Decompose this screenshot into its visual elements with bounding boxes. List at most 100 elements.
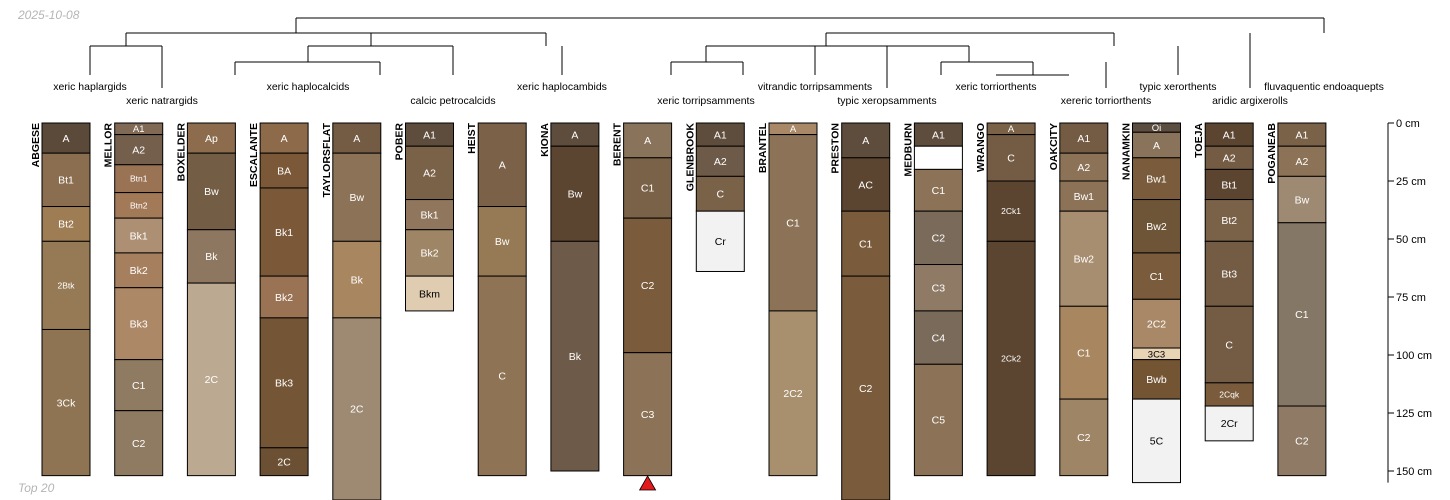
horizon-label: Bt1 <box>58 175 74 187</box>
profile-name: WRANGO <box>975 123 987 172</box>
horizon <box>41 328 91 477</box>
horizon <box>1277 405 1327 477</box>
soil-profile-medburn: A1 C1 C2 C3 C4 C5 MEDBURN <box>902 122 963 477</box>
horizon-label: C1 <box>932 185 946 197</box>
horizon-label: Bk1 <box>130 230 148 242</box>
horizon-label: A2 <box>1223 153 1236 165</box>
horizon-label: A1 <box>1223 129 1236 141</box>
horizon-label: C1 <box>1077 347 1091 359</box>
horizon <box>768 310 818 477</box>
horizon-label: A <box>1153 140 1160 152</box>
horizon <box>550 145 600 242</box>
horizon <box>405 275 454 312</box>
taxon-label: fluvaquentic endoaquepts <box>1264 81 1384 93</box>
horizon-label: Bk2 <box>275 292 293 304</box>
depth-tick-label: 100 cm <box>1396 350 1432 362</box>
soil-profile-boxelder: Ap Bw Bk 2C BOXELDER <box>175 122 236 477</box>
horizon-label: AC <box>858 179 873 191</box>
taxon-label: vitrandic torripsamments <box>758 81 872 93</box>
horizon <box>1204 305 1254 384</box>
horizon <box>259 317 309 449</box>
horizon-label: Bw <box>350 192 365 204</box>
profile-name: OAKCITY <box>1048 123 1060 170</box>
dendrogram <box>89 17 1325 88</box>
horizon-label: A1 <box>133 124 145 135</box>
profile-name: ABGESE <box>30 123 42 167</box>
horizon-label: 2C2 <box>1147 318 1166 330</box>
horizon-label: A1 <box>1077 133 1090 145</box>
horizon-label: Bt3 <box>1221 269 1237 281</box>
horizon-label: Bw <box>568 189 583 201</box>
profile-name: KIONA <box>539 123 551 157</box>
soil-profile-berent: A C1 C2 C3 BERENT <box>612 122 673 477</box>
horizon-label: A <box>644 135 651 147</box>
profile-name: BERENT <box>612 122 624 166</box>
horizon-label: C1 <box>859 238 873 250</box>
horizon <box>332 317 382 500</box>
horizon-label: Bt2 <box>58 219 74 231</box>
horizon <box>332 240 382 319</box>
profile-name: BOXELDER <box>175 123 187 182</box>
horizon <box>114 359 164 412</box>
horizon-label: C1 <box>1295 309 1309 321</box>
profile-name: HEIST <box>466 122 478 154</box>
horizon-label: C3 <box>641 409 655 421</box>
horizon-label: A2 <box>714 156 727 168</box>
horizon-label: 3Ck <box>57 397 76 409</box>
profile-name: NANAMKIN <box>1121 123 1133 180</box>
horizon-label: C <box>717 189 725 201</box>
horizon-label: A <box>353 133 360 145</box>
horizon-label: Bw <box>495 236 510 248</box>
profile-name: POGANEAB <box>1266 123 1278 184</box>
horizon <box>1059 180 1109 212</box>
horizon-label: C1 <box>132 380 146 392</box>
horizon-label: Bk <box>205 251 218 263</box>
horizon-label: A <box>1008 124 1015 135</box>
horizon <box>405 145 454 201</box>
horizon <box>259 447 309 477</box>
horizon-label: C <box>498 371 506 383</box>
horizon <box>186 152 236 231</box>
horizon-label: C2 <box>1295 436 1309 448</box>
horizon <box>841 275 891 500</box>
horizon <box>259 122 309 154</box>
horizon-label: C1 <box>1150 271 1164 283</box>
horizon-label: C2 <box>859 383 873 395</box>
horizon <box>913 363 963 477</box>
horizon <box>1204 240 1254 307</box>
horizon <box>768 134 818 312</box>
horizon <box>1059 305 1109 400</box>
date-label: 2025-10-08 <box>18 8 80 22</box>
horizon-label: Bw1 <box>1074 191 1095 203</box>
profile-name: BRANTEL <box>757 122 769 173</box>
horizon-label: Bk <box>351 274 364 286</box>
taxon-label: typic xeropsamments <box>837 95 936 107</box>
horizon <box>186 229 236 284</box>
horizon-label: 2C <box>350 404 364 416</box>
horizon-label: 2Cr <box>1221 418 1238 430</box>
horizon-label: 2Btk <box>57 280 75 290</box>
depth-tick-label: 50 cm <box>1396 234 1426 246</box>
horizon-label: BA <box>277 165 291 177</box>
horizon-label: Bk3 <box>130 318 148 330</box>
red-triangle-marker <box>638 475 657 491</box>
depth-tick-label: 0 cm <box>1396 118 1420 130</box>
horizon-label: Btn1 <box>130 174 148 184</box>
depth-tick-label: 150 cm <box>1396 466 1432 478</box>
horizon-label: 2Ck2 <box>1001 354 1021 364</box>
horizon-label: A <box>281 133 288 145</box>
horizon-label: C4 <box>932 332 946 344</box>
horizon-label: Oi <box>1152 123 1162 134</box>
soil-profile-wrango: A C 2Ck1 2Ck2 WRANGO <box>975 122 1036 477</box>
taxon-label: typic xerorthents <box>1139 81 1216 93</box>
horizon-label: A <box>62 133 69 145</box>
horizon-label: Bkm <box>419 288 440 300</box>
horizon-label: Cr <box>715 236 727 248</box>
horizon <box>986 134 1036 182</box>
horizon-label: C2 <box>1077 432 1091 444</box>
horizon-label: 2C <box>205 374 219 386</box>
horizon <box>1132 398 1181 484</box>
horizon <box>114 252 164 289</box>
soil-profile-poganeab: A1 A2 Bw C1 C2 POGANEAB <box>1266 122 1327 477</box>
horizon <box>913 310 963 365</box>
